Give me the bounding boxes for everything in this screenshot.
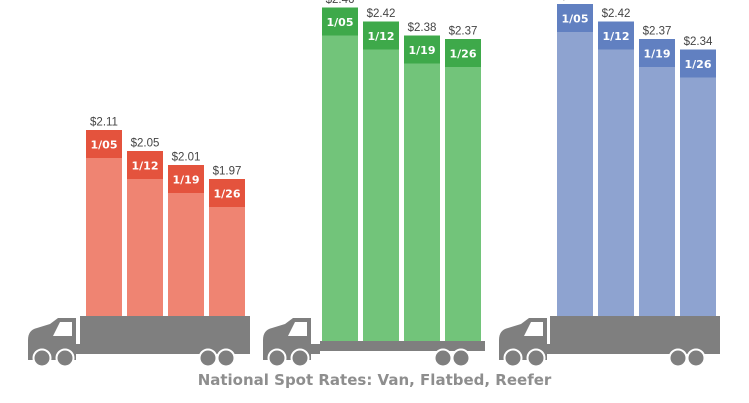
week-label: 1/19 <box>173 174 200 187</box>
bar-cap <box>557 4 593 32</box>
dry-van-truck-icon <box>28 316 250 368</box>
bar-cap <box>209 179 245 207</box>
week-label: 1/05 <box>91 139 118 152</box>
chart-title: National Spot Rates: Van, Flatbed, Reefe… <box>197 371 552 389</box>
price-label: $2.01 <box>172 152 201 164</box>
week-label: 1/19 <box>409 44 436 57</box>
bar <box>445 39 481 341</box>
week-label: 1/05 <box>562 13 589 26</box>
price-label: $2.38 <box>408 22 437 34</box>
price-label: $2.05 <box>131 138 160 150</box>
price-label: $2.11 <box>90 117 118 129</box>
bar <box>86 130 122 316</box>
flatbed-truck-icon <box>263 318 485 368</box>
price-label: $1.97 <box>213 166 242 178</box>
bar <box>363 21 399 341</box>
week-label: 1/05 <box>327 16 354 29</box>
bar <box>680 49 716 316</box>
price-label: $2.42 <box>367 8 396 20</box>
week-label: 1/26 <box>450 48 477 61</box>
price-label: $2.46 <box>326 0 355 6</box>
price-label: $2.42 <box>602 8 631 20</box>
bar-cap <box>363 21 399 50</box>
week-label: 1/12 <box>368 30 395 43</box>
reefer-truck-icon <box>499 316 720 368</box>
bar <box>639 39 675 316</box>
bar <box>322 7 358 341</box>
bar-cap <box>322 7 358 36</box>
bar-cap <box>127 151 163 179</box>
bar <box>404 35 440 341</box>
bar-cap <box>404 35 440 64</box>
bar <box>598 21 634 316</box>
week-label: 1/26 <box>685 58 712 71</box>
price-label: $2.47 <box>561 0 590 3</box>
bar-cap <box>639 39 675 67</box>
week-label: 1/19 <box>644 48 671 61</box>
bar-cap <box>680 49 716 78</box>
price-label: $2.37 <box>449 26 478 38</box>
bar-cap <box>598 21 634 50</box>
week-label: 1/12 <box>603 30 630 43</box>
price-label: $2.37 <box>643 26 672 38</box>
price-label: $2.34 <box>684 36 713 48</box>
bar-cap <box>86 130 122 158</box>
bar-cap <box>168 165 204 193</box>
week-label: 1/12 <box>132 160 159 173</box>
bar <box>557 4 593 316</box>
week-label: 1/26 <box>214 188 241 201</box>
bar-cap <box>445 39 481 67</box>
